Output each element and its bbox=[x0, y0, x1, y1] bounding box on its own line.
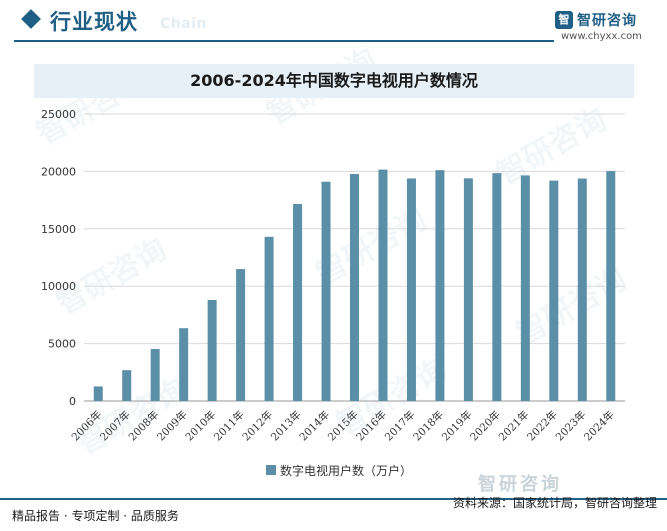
x-tick-label: 2013年 bbox=[268, 408, 304, 444]
brand-name: 智研咨询 bbox=[577, 13, 637, 29]
bar bbox=[378, 169, 388, 401]
section-title: 行业现状 bbox=[50, 10, 138, 34]
x-tick-label: 2006年 bbox=[69, 408, 105, 444]
brand-url: www.chyxx.com bbox=[561, 31, 642, 42]
chart-panel: 智研咨询 智研咨询 智研咨询 智研咨询 智研咨询 智研咨询 智研咨询 智研咨询 … bbox=[10, 42, 659, 494]
bar bbox=[463, 178, 473, 401]
bar bbox=[150, 349, 160, 401]
bar bbox=[93, 386, 103, 401]
x-tick-label: 2017年 bbox=[382, 408, 418, 444]
bar bbox=[264, 236, 274, 401]
diamond-icon bbox=[21, 9, 41, 29]
y-tick-label: 5000 bbox=[48, 338, 76, 351]
x-tick-label: 2020年 bbox=[467, 408, 503, 444]
header-divider bbox=[14, 40, 554, 42]
bar bbox=[435, 170, 445, 401]
bar bbox=[236, 269, 246, 401]
y-tick-label: 0 bbox=[69, 395, 76, 408]
bar bbox=[492, 173, 502, 401]
x-tick-label: 2011年 bbox=[211, 408, 247, 444]
x-tick-label: 2024年 bbox=[581, 408, 617, 444]
y-tick-label: 20000 bbox=[41, 165, 76, 178]
x-tick-label: 2016年 bbox=[354, 408, 390, 444]
x-tick-label: 2022年 bbox=[524, 408, 560, 444]
x-tick-label: 2010年 bbox=[183, 408, 219, 444]
brand-logo-icon: 智 bbox=[555, 11, 573, 29]
bar bbox=[606, 171, 616, 401]
page-header: 行业现状 Chain 智 智研咨询 www.chyxx.com bbox=[0, 0, 667, 46]
x-tick-label: 2019年 bbox=[439, 408, 475, 444]
bar bbox=[179, 328, 189, 401]
y-tick-label: 10000 bbox=[41, 280, 76, 293]
bar bbox=[122, 370, 132, 401]
y-tick-label: 25000 bbox=[41, 108, 76, 121]
footer-slogan: 精品报告 · 专项定制 · 品质服务 bbox=[12, 509, 179, 523]
bar bbox=[520, 175, 530, 401]
brand-block: 智 智研咨询 www.chyxx.com bbox=[555, 9, 655, 45]
bar bbox=[350, 173, 359, 401]
footer-divider bbox=[0, 498, 667, 500]
bar bbox=[406, 178, 416, 401]
x-tick-label: 2014年 bbox=[297, 408, 333, 444]
bar bbox=[293, 204, 303, 401]
footer-source: 资料来源：国家统计局，智研咨询整理 bbox=[452, 496, 657, 510]
x-tick-label: 2018年 bbox=[411, 408, 447, 444]
x-tick-label: 2008年 bbox=[126, 408, 162, 444]
legend-label: 数字电视用户数（万户） bbox=[280, 464, 413, 478]
bar-chart: 0 5000 10000 15000 20000 25000 2006年2007年2008年… bbox=[41, 108, 625, 444]
bar bbox=[207, 299, 217, 401]
bar bbox=[321, 181, 331, 401]
x-tick-label: 2021年 bbox=[496, 408, 532, 444]
chart-title: 2006-2024年中国数字电视用户数情况 bbox=[190, 71, 478, 90]
bar bbox=[577, 178, 587, 401]
x-tick-label: 2015年 bbox=[325, 408, 361, 444]
bar bbox=[549, 180, 559, 401]
y-tick-label: 15000 bbox=[41, 223, 76, 236]
x-tick-label: 2007年 bbox=[97, 408, 133, 444]
legend-swatch bbox=[266, 465, 276, 475]
footer-brand-watermark: 智研咨询 bbox=[478, 474, 562, 495]
x-tick-label: 2023年 bbox=[553, 408, 589, 444]
x-tick-label: 2012年 bbox=[240, 408, 276, 444]
chart-title-band: 2006-2024年中国数字电视用户数情况 bbox=[34, 64, 634, 98]
header-ghost-text: Chain bbox=[160, 16, 207, 32]
x-tick-label: 2009年 bbox=[154, 408, 190, 444]
